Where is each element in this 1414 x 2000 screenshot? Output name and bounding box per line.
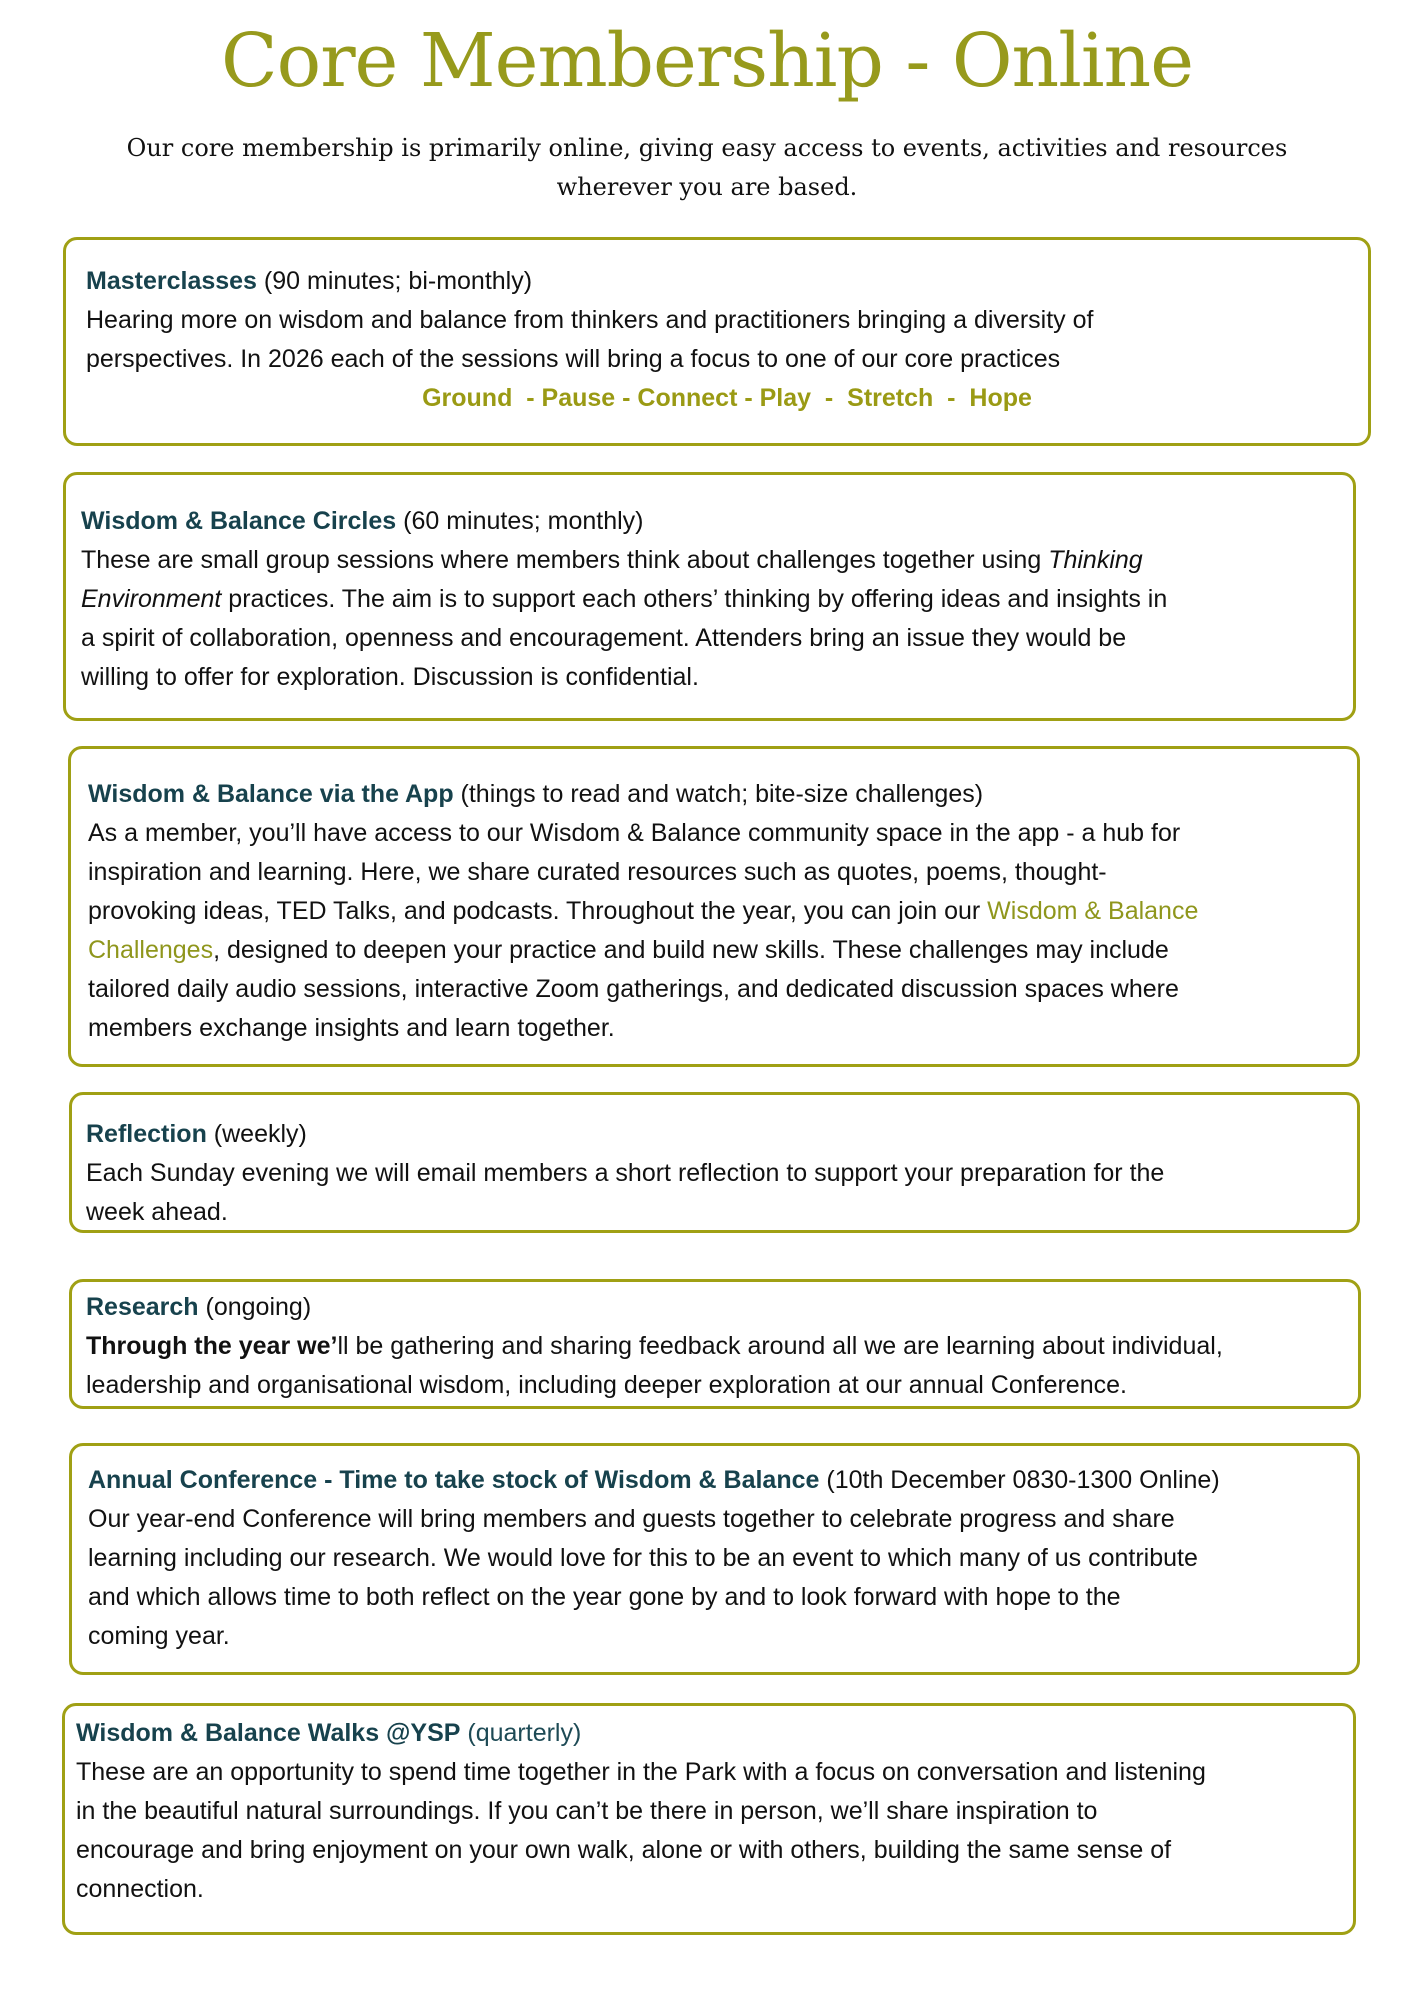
body-line: provoking ideas, TED Talks, and podcasts… — [88, 892, 1357, 931]
text-segment: willing to offer for exploration. Discus… — [81, 663, 699, 691]
text-segment: a spirit of collaboration, openness and … — [81, 624, 1127, 652]
section-heading: Wisdom & Balance via the App (things to … — [88, 775, 1357, 814]
body-line: willing to offer for exploration. Discus… — [81, 658, 1353, 697]
heading-title: Wisdom & Balance Walks @YSP — [76, 1719, 461, 1747]
heading-title: Research — [86, 1293, 199, 1321]
section-masterclasses: Masterclasses (90 minutes; bi-monthly) He… — [63, 237, 1371, 446]
text-segment: These are an opportunity to spend time t… — [76, 1758, 1206, 1786]
text-segment: leadership and organisational wisdom, in… — [86, 1371, 1127, 1399]
body-line: tailored daily audio sessions, interacti… — [88, 970, 1357, 1009]
text-segment: These are small group sessions where mem… — [81, 546, 1049, 574]
text-segment: As a member, you’ll have access to our W… — [88, 819, 1181, 847]
text-segment: (90 minutes; bi-monthly) — [256, 267, 533, 295]
body-line: perspectives. In 2026 each of the sessio… — [86, 340, 1368, 379]
section-walks: Wisdom & Balance Walks @YSP (quarterly) T… — [62, 1703, 1356, 1935]
text-segment: practices. The aim is to support each ot… — [221, 585, 1168, 613]
body-line: week ahead. — [86, 1193, 1357, 1232]
heading-title: Annual Conference - Time to take stock o… — [88, 1466, 820, 1494]
heading-title: Wisdom & Balance via the App — [88, 780, 454, 808]
body-line: a spirit of collaboration, openness and … — [81, 619, 1353, 658]
body-line: and which allows time to both reflect on… — [88, 1578, 1357, 1617]
body-line: Through the year we’ll be gathering and … — [86, 1327, 1358, 1366]
body-line: Environment practices. The aim is to sup… — [81, 580, 1353, 619]
heading-title: Reflection — [86, 1120, 207, 1148]
body-line: connection. — [76, 1870, 1353, 1909]
body-line: Hearing more on wisdom and balance from … — [86, 301, 1368, 340]
section-research: Research (ongoing) Through the year we’ll… — [69, 1279, 1361, 1409]
body-line: leadership and organisational wisdom, in… — [86, 1366, 1358, 1405]
text-segment: week ahead. — [86, 1198, 228, 1226]
text-segment: Our year-end Conference will bring membe… — [88, 1505, 1175, 1533]
challenges-link[interactable]: Challenges — [88, 936, 214, 964]
section-heading: Annual Conference - Time to take stock o… — [88, 1461, 1357, 1500]
text-segment: (weekly) — [206, 1120, 307, 1148]
section-app: Wisdom & Balance via the App (things to … — [68, 746, 1360, 1067]
text-segment: perspectives. In 2026 each of the sessio… — [86, 345, 1061, 373]
body-line: Challenges, designed to deepen your prac… — [88, 931, 1357, 970]
text-segment: tailored daily audio sessions, interacti… — [88, 975, 1179, 1003]
text-segment: Hearing more on wisdom and balance from … — [86, 306, 1094, 334]
text-segment: (ongoing) — [198, 1293, 312, 1321]
text-segment: (10th December 0830-1300 Online) — [819, 1466, 1220, 1494]
body-line: coming year. — [88, 1617, 1357, 1656]
body-line: learning including our research. We woul… — [88, 1539, 1357, 1578]
body-line: Our year-end Conference will bring membe… — [88, 1500, 1357, 1539]
heading-title: Masterclasses — [86, 267, 257, 295]
section-circles: Wisdom & Balance Circles (60 minutes; mo… — [63, 472, 1356, 721]
page-title: Core Membership - Online — [221, 18, 1194, 104]
body-line: members exchange insights and learn toge… — [88, 1009, 1357, 1048]
text-segment: , designed to deepen your practice and b… — [213, 936, 1169, 964]
text-segment: coming year. — [88, 1622, 230, 1650]
text-segment: encourage and bring enjoyment on your ow… — [76, 1836, 1172, 1864]
body-line: As a member, you’ll have access to our W… — [88, 814, 1357, 853]
text-segment: Each Sunday evening we will email member… — [86, 1159, 1165, 1187]
intro-text: Our core membership is primarily online,… — [126, 134, 1288, 201]
section-reflection: Reflection (weekly) Each Sunday evening w… — [69, 1092, 1360, 1233]
challenges-link[interactable]: Wisdom & Balance — [987, 897, 1199, 925]
text-segment: and which allows time to both reflect on… — [88, 1583, 1121, 1611]
text-segment: members exchange insights and learn toge… — [88, 1014, 615, 1042]
section-heading: Research (ongoing) — [86, 1288, 1358, 1327]
body-line: These are small group sessions where mem… — [81, 541, 1353, 580]
text-segment: Environment — [81, 585, 222, 613]
body-line: encourage and bring enjoyment on your ow… — [76, 1831, 1353, 1870]
text-segment: (60 minutes; monthly) — [396, 507, 644, 535]
heading-title: Wisdom & Balance Circles — [81, 507, 397, 535]
text-segment: in the beautiful natural surroundings. I… — [76, 1797, 1098, 1825]
body-line: inspiration and learning. Here, we share… — [88, 853, 1357, 892]
text-segment: connection. — [76, 1875, 204, 1903]
body-line: Each Sunday evening we will email member… — [86, 1154, 1357, 1193]
section-heading: Wisdom & Balance Walks @YSP (quarterly) — [76, 1714, 1353, 1753]
text-segment: (things to read and watch; bite-size cha… — [453, 780, 984, 808]
text-segment: Through the year we’ — [86, 1332, 338, 1360]
text-segment: inspiration and learning. Here, we share… — [88, 858, 1107, 886]
text-segment: provoking ideas, TED Talks, and podcasts… — [88, 897, 988, 925]
body-line: These are an opportunity to spend time t… — [76, 1753, 1353, 1792]
body-line: in the beautiful natural surroundings. I… — [76, 1792, 1353, 1831]
section-heading: Masterclasses (90 minutes; bi-monthly) — [86, 262, 1368, 301]
text-segment: learning including our research. We woul… — [88, 1544, 1198, 1572]
text-segment: ll be gathering and sharing feedback aro… — [337, 1332, 1223, 1360]
section-heading: Wisdom & Balance Circles (60 minutes; mo… — [81, 502, 1353, 541]
text-segment: Thinking — [1048, 546, 1143, 574]
text-segment: (quarterly) — [460, 1719, 582, 1747]
section-heading: Reflection (weekly) — [86, 1115, 1357, 1154]
core-practices: Ground - Pause - Connect - Play - Stretc… — [422, 384, 1032, 412]
section-conference: Annual Conference - Time to take stock o… — [69, 1443, 1360, 1675]
